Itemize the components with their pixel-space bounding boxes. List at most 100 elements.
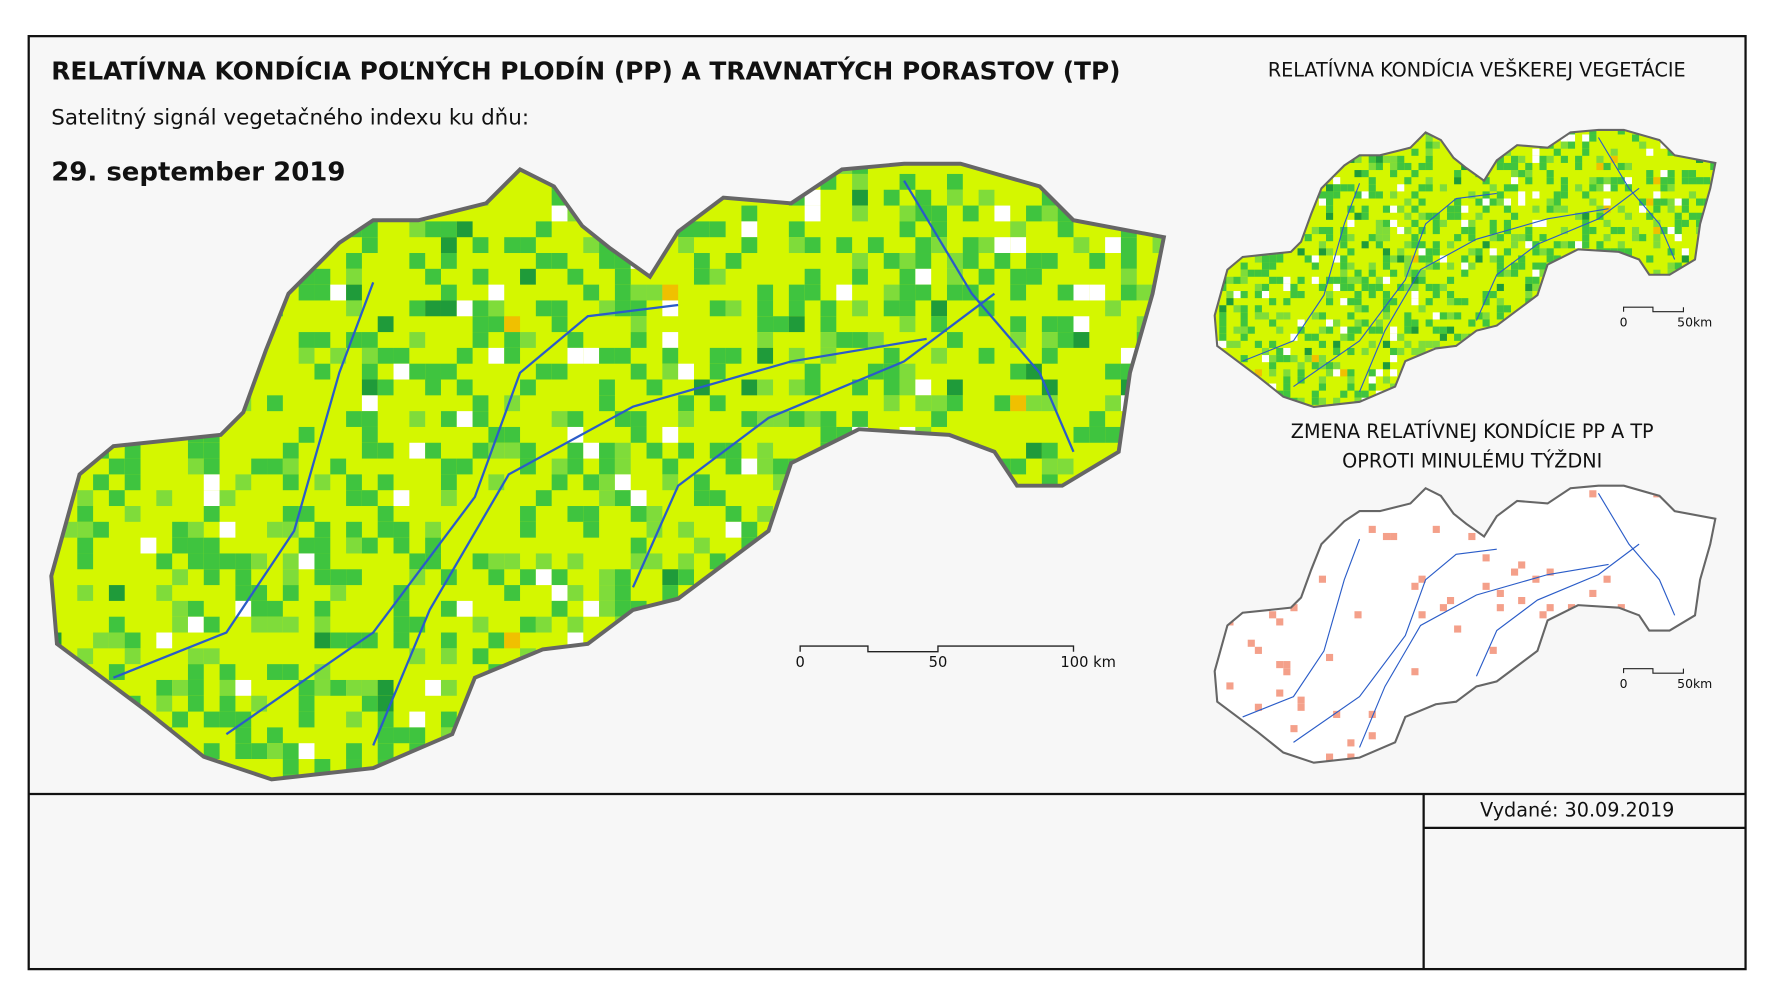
cell bbox=[709, 490, 726, 507]
cell bbox=[978, 347, 995, 364]
cell bbox=[1468, 532, 1476, 541]
cell bbox=[361, 347, 378, 364]
cell bbox=[377, 506, 394, 522]
cell bbox=[456, 300, 473, 317]
cell bbox=[931, 316, 947, 333]
cell bbox=[1425, 141, 1433, 149]
cell bbox=[1375, 241, 1383, 249]
cell bbox=[1575, 162, 1583, 171]
cell bbox=[1589, 589, 1597, 597]
cell bbox=[425, 379, 441, 396]
cell bbox=[1596, 184, 1604, 192]
cell bbox=[425, 679, 441, 696]
cell bbox=[1152, 237, 1164, 254]
cell bbox=[1496, 604, 1504, 612]
cell bbox=[583, 284, 600, 301]
cell bbox=[630, 316, 647, 333]
cell bbox=[251, 600, 268, 617]
vegetation-title: RELATÍVNA KONDÍCIA VEŠKEREJ VEGETÁCIE bbox=[1268, 58, 1686, 82]
cell bbox=[314, 553, 331, 570]
cell bbox=[725, 521, 742, 538]
cell bbox=[1525, 177, 1533, 185]
cell bbox=[1297, 291, 1305, 299]
cell bbox=[361, 363, 378, 380]
cell bbox=[440, 253, 457, 269]
cell bbox=[757, 442, 774, 459]
cell bbox=[1390, 326, 1398, 334]
cell bbox=[488, 284, 505, 301]
cell bbox=[1454, 212, 1462, 220]
cell bbox=[1667, 198, 1675, 206]
cell bbox=[1404, 212, 1412, 220]
cell bbox=[1667, 177, 1675, 185]
cell bbox=[425, 221, 441, 238]
cell bbox=[267, 395, 283, 412]
cell bbox=[1425, 298, 1433, 306]
cell bbox=[504, 553, 521, 570]
cell bbox=[1297, 376, 1305, 384]
cell bbox=[1653, 198, 1661, 206]
cell bbox=[1525, 234, 1533, 242]
cell bbox=[1511, 262, 1519, 270]
cell bbox=[1375, 326, 1383, 334]
cell bbox=[1511, 212, 1519, 220]
cell bbox=[1418, 212, 1426, 220]
cell bbox=[1532, 191, 1540, 199]
cell bbox=[409, 648, 426, 665]
cell bbox=[1390, 347, 1398, 356]
cell bbox=[267, 616, 283, 633]
cell bbox=[1610, 148, 1618, 156]
cell bbox=[1269, 276, 1277, 284]
cell bbox=[551, 458, 568, 475]
cell bbox=[741, 237, 758, 254]
cell bbox=[1382, 362, 1391, 370]
cell bbox=[1368, 340, 1376, 348]
cell bbox=[1454, 177, 1462, 185]
cell bbox=[1057, 284, 1074, 301]
cell bbox=[1603, 198, 1611, 206]
cell bbox=[409, 727, 426, 744]
cell bbox=[1660, 184, 1668, 192]
cell bbox=[1120, 253, 1137, 269]
cell bbox=[1418, 184, 1426, 192]
cell bbox=[203, 474, 220, 491]
cell bbox=[1539, 248, 1547, 256]
cell bbox=[1688, 170, 1697, 178]
cell bbox=[1219, 319, 1227, 327]
cell bbox=[1518, 596, 1526, 605]
cell bbox=[1603, 162, 1611, 171]
scale-label: 0 bbox=[795, 654, 804, 671]
cell bbox=[1283, 276, 1291, 284]
cell bbox=[1674, 262, 1682, 270]
cell bbox=[1532, 155, 1540, 163]
cell bbox=[1297, 369, 1305, 377]
cell bbox=[1120, 268, 1137, 285]
cell bbox=[1674, 226, 1682, 235]
cell bbox=[614, 585, 631, 601]
cell bbox=[1489, 184, 1497, 192]
cell bbox=[393, 490, 410, 507]
cell bbox=[709, 300, 726, 317]
cell bbox=[1347, 333, 1355, 341]
cell bbox=[1375, 283, 1383, 292]
cell bbox=[962, 253, 979, 269]
cell bbox=[1311, 276, 1319, 284]
cell bbox=[1653, 241, 1661, 249]
cell bbox=[1411, 205, 1419, 213]
cell bbox=[1254, 255, 1262, 263]
cell bbox=[1696, 212, 1704, 220]
cell bbox=[1347, 369, 1355, 377]
cell bbox=[330, 569, 347, 586]
cell bbox=[1560, 177, 1568, 185]
cell bbox=[346, 711, 362, 728]
cell bbox=[1432, 141, 1440, 149]
cell bbox=[488, 347, 505, 364]
cell bbox=[899, 221, 916, 238]
cell bbox=[393, 521, 410, 538]
cell bbox=[1120, 237, 1137, 254]
cell bbox=[219, 521, 236, 538]
cell bbox=[1532, 283, 1540, 292]
cell bbox=[1325, 326, 1334, 334]
cell bbox=[1610, 177, 1618, 185]
cell bbox=[1511, 234, 1519, 242]
